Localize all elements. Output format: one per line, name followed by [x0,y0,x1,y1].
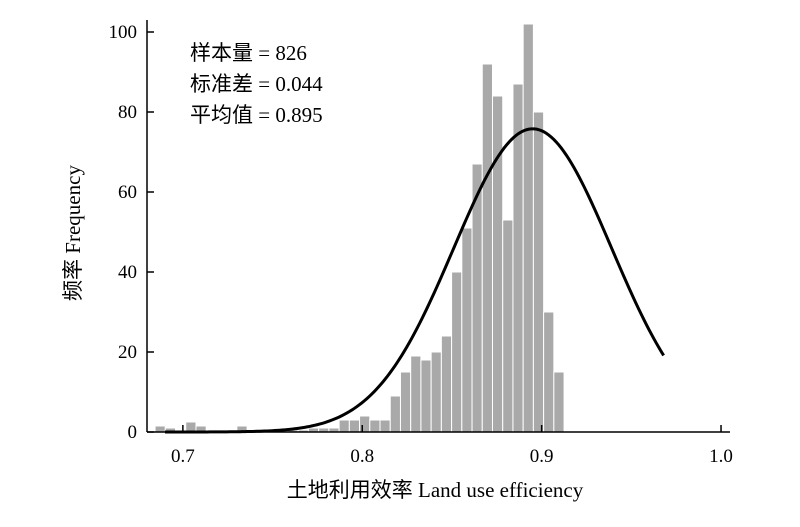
histogram-bar [399,371,412,433]
x-axis-title: 土地利用效率 Land use efficiency [287,478,584,502]
y-tick-label: 80 [118,102,137,123]
histogram-bar [338,419,350,433]
x-tick-label: 1.0 [709,446,733,467]
histogram-bar [532,111,545,433]
histogram-bar [553,371,565,433]
histogram-bar [522,23,534,433]
histogram-bar [410,355,422,433]
histogram-bar [154,425,166,433]
histogram-bar [369,419,381,433]
y-tick-label: 0 [128,422,138,443]
histogram-bar [420,359,432,433]
y-axis-ticks: 0 20 40 60 80 100 [109,22,154,443]
y-tick-label: 40 [118,262,137,283]
histogram-bar [451,271,463,433]
y-tick-label: 20 [118,342,137,363]
histogram-bar [543,311,555,433]
histogram-bar [348,419,361,433]
histogram-bar [491,95,504,433]
histogram-bar [379,419,391,433]
x-tick-label: 0.8 [350,446,374,467]
histogram-bar [461,227,473,433]
x-tick-label: 0.7 [171,446,195,467]
std-dev-label: 标准差 = 0.044 [190,72,323,96]
x-axis-ticks: 0.7 0.8 0.9 1.0 [171,425,733,467]
x-tick-label: 0.9 [530,446,554,467]
y-tick-label: 100 [109,22,138,43]
histogram-bars [154,23,565,433]
histogram-bar [389,395,401,433]
histogram-bar [440,335,453,433]
histogram-bar [481,63,493,433]
y-tick-label: 60 [118,182,137,203]
histogram-bar [430,351,442,433]
mean-label: 平均值 = 0.895 [190,103,323,127]
histogram-bar [502,219,514,433]
histogram-bar [359,415,371,433]
y-axis-title: 频率 Frequency [61,165,85,301]
sample-size-label: 样本量 = 826 [190,41,307,65]
